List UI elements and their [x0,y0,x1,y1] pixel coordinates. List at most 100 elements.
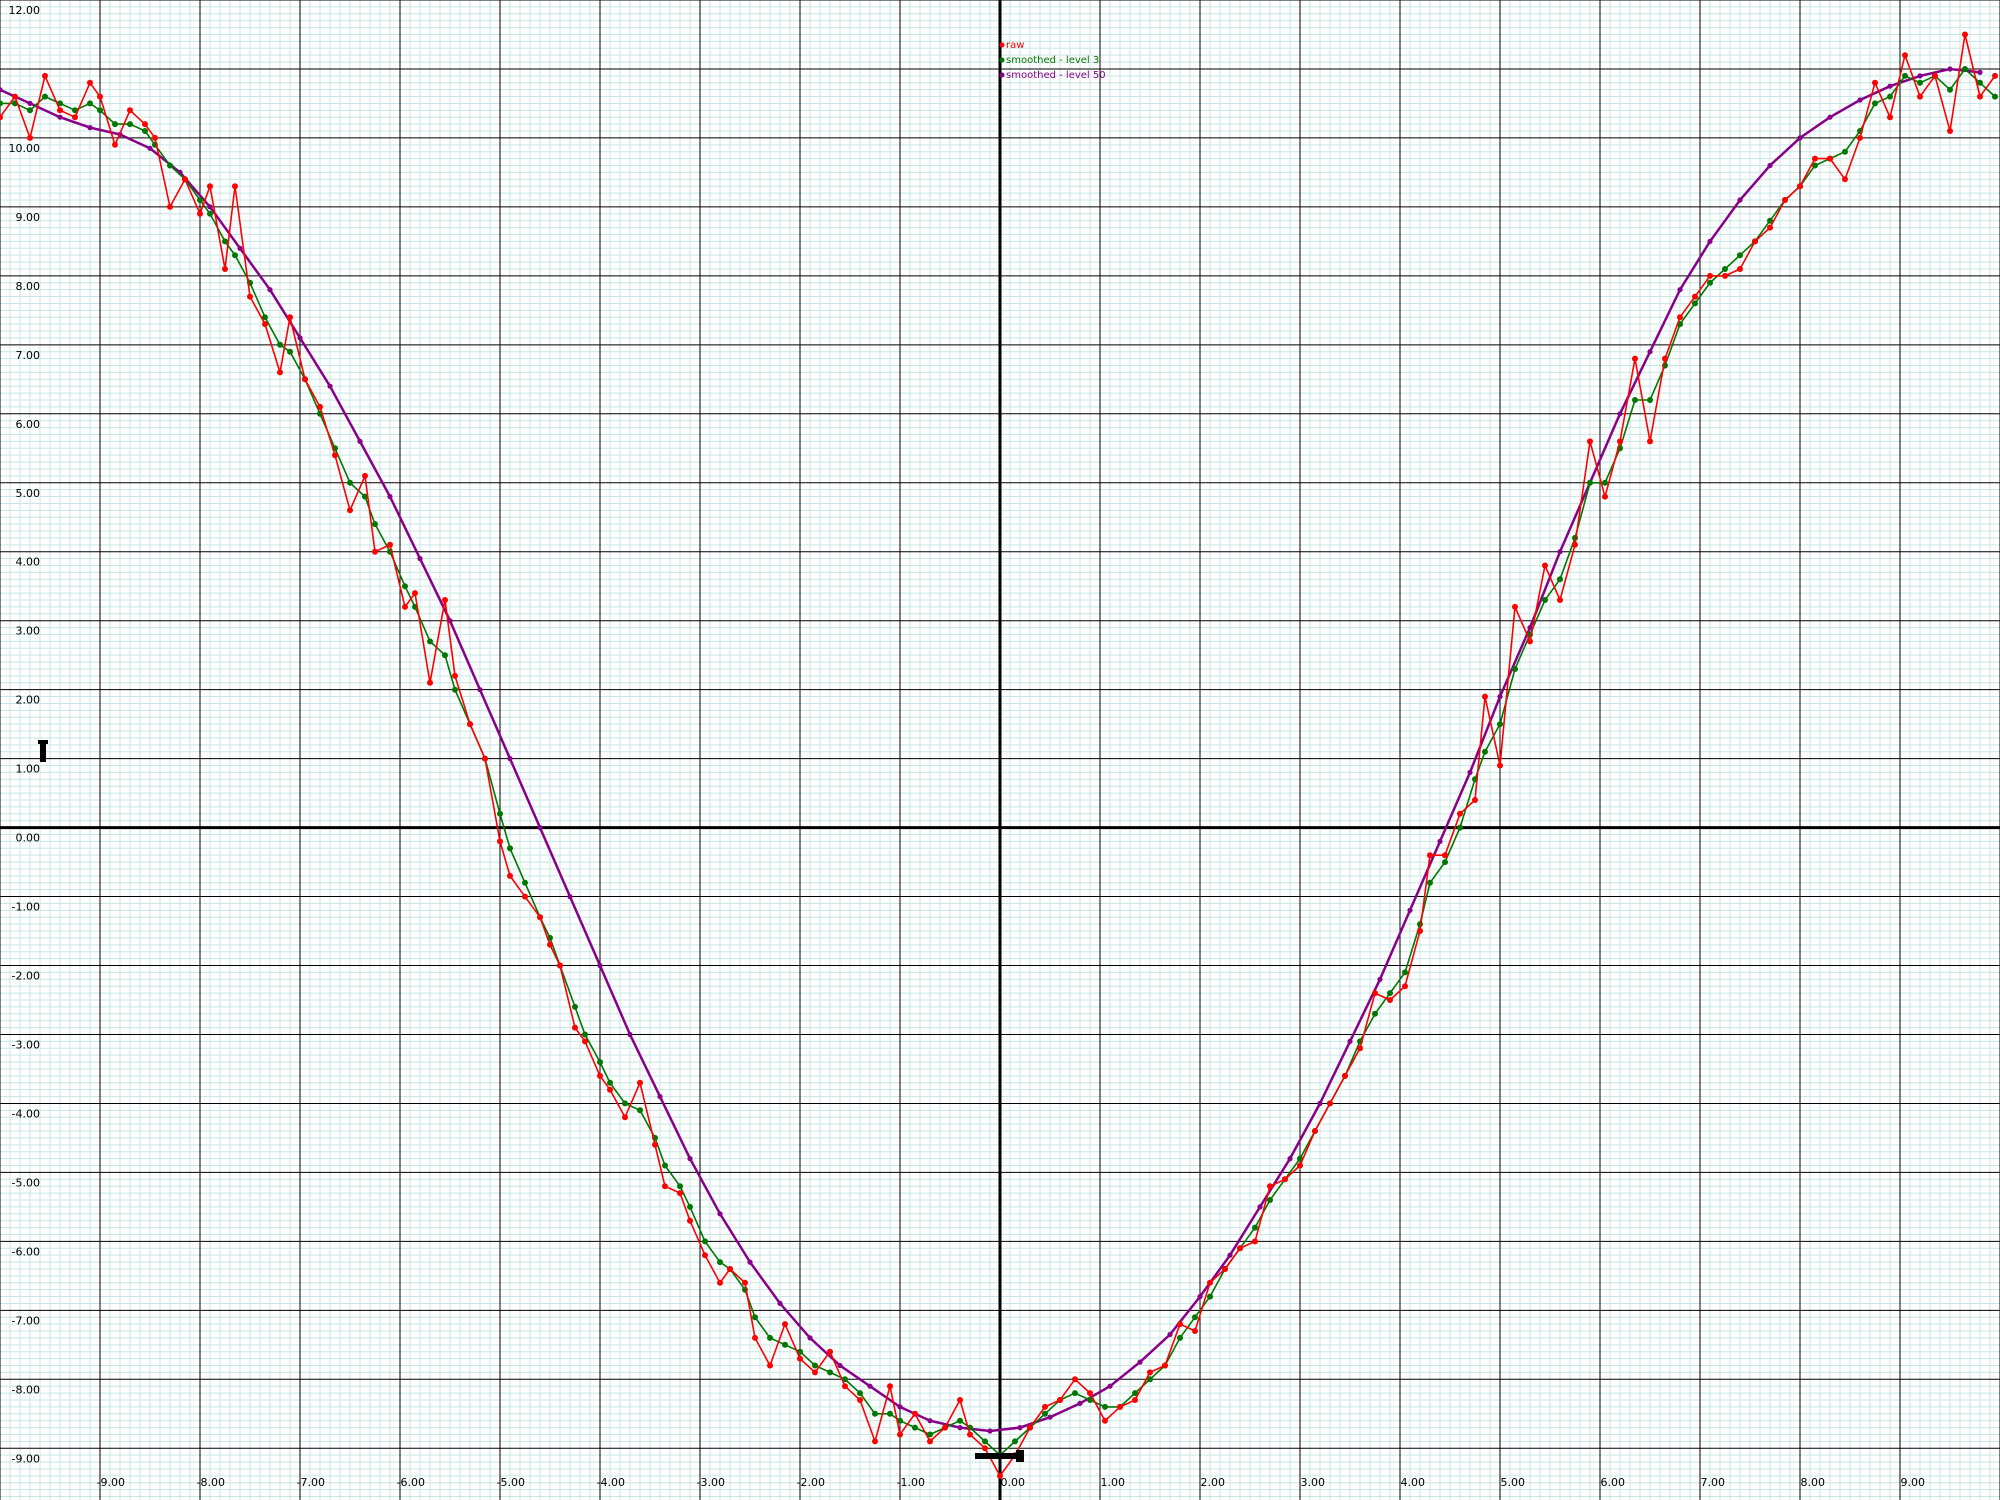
data-point [1267,1183,1273,1190]
data-point [507,845,513,852]
x-axis-marker-icon[interactable] [975,1450,1024,1462]
x-tick-label: -7.00 [297,1476,325,1489]
data-point [1602,493,1608,500]
data-point [957,1425,963,1431]
data-point [1497,694,1503,700]
data-point [1017,1425,1023,1431]
data-point [1102,1417,1108,1424]
data-point [897,1404,903,1410]
data-point [277,369,283,376]
data-point [1472,797,1478,803]
data-point [1192,1328,1198,1334]
data-point [1842,148,1848,155]
data-point [537,914,543,921]
data-point [1872,79,1878,86]
data-point [497,838,503,845]
x-tick-label: 8.00 [1801,1476,1826,1489]
data-point [782,1321,788,1328]
x-tick-label: -1.00 [897,1476,925,1489]
data-point [1722,272,1728,279]
data-point [1542,597,1548,603]
data-point [597,1072,603,1079]
data-point [1192,1314,1198,1321]
y-tick-label: -2.00 [12,970,40,983]
tick-labels: -9.00 -8.00 -7.00 -6.00 -5.00 -4.00 -3.00 -2.00… [9,4,1926,1489]
y-tick-label: 9.00 [16,211,41,224]
x-tick-label: -4.00 [597,1476,625,1489]
data-point [957,1417,963,1424]
data-point [1442,859,1448,866]
data-point [1812,162,1818,169]
data-point [1107,1383,1113,1389]
y-tick-label: 1.00 [16,763,41,776]
data-point [1357,1045,1363,1052]
data-point [1557,549,1563,555]
data-point [627,1031,633,1038]
data-point [1512,603,1518,610]
data-point [57,114,63,120]
data-point [572,1003,578,1010]
data-point [277,341,283,348]
data-point [1027,1424,1033,1431]
data-point [97,93,103,100]
data-point [1387,990,1393,997]
data-point [1902,52,1908,59]
x-tick-label: 2.00 [1201,1476,1226,1489]
data-point [1117,1403,1123,1410]
data-point [1647,397,1653,403]
data-point [547,941,553,948]
x-tick-label: -9.00 [97,1476,125,1489]
x-tick-label: 7.00 [1701,1476,1726,1489]
data-point [372,548,378,555]
data-point [1297,1162,1303,1169]
data-point [867,1383,873,1389]
data-point [1587,438,1593,445]
data-point [27,134,33,141]
data-point [967,1431,973,1438]
data-point [362,472,368,479]
legend-marker [999,42,1005,48]
data-point [152,134,158,141]
data-point [887,1383,893,1390]
data-point [1707,238,1713,244]
x-tick-label: -5.00 [497,1476,525,1489]
y-axis-marker-icon[interactable] [38,740,48,762]
data-point [687,1217,693,1224]
data-point [777,1300,783,1306]
data-point [837,1362,843,1369]
data-point [317,403,323,410]
data-point [1947,86,1953,93]
data-point [827,1369,833,1376]
data-point [1087,1397,1093,1403]
data-point [1992,93,1998,100]
data-point [1147,1376,1153,1383]
data-point [942,1424,948,1431]
data-point [1737,197,1743,203]
data-point [1132,1390,1138,1397]
data-point [1887,114,1893,121]
data-point [42,72,48,79]
data-point [752,1334,758,1341]
data-point [1427,852,1433,859]
data-point [1617,411,1623,417]
y-tick-label: 12.00 [9,4,41,17]
data-point [597,962,603,969]
data-point [387,494,393,500]
data-point [237,245,243,251]
data-point [1917,93,1923,100]
data-point [537,825,543,831]
data-point [1072,1376,1078,1383]
data-point [842,1383,848,1390]
data-point [147,145,153,151]
data-point [357,438,363,444]
data-point [1767,162,1773,169]
data-point [827,1348,833,1355]
data-point [1512,666,1518,672]
data-point [637,1107,643,1114]
data-point [327,383,333,389]
data-point [957,1397,963,1403]
data-point [557,962,563,969]
data-point [567,894,573,900]
data-point [1077,1400,1083,1406]
data-point [1737,252,1743,259]
